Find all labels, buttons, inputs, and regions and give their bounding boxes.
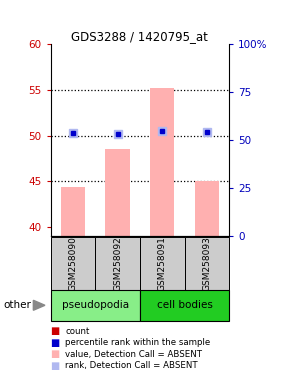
Bar [95,237,140,290]
Bar [51,237,95,290]
Text: ■: ■ [50,326,60,336]
Polygon shape [33,300,45,310]
Text: ■: ■ [50,361,60,371]
Text: GSM258093: GSM258093 [202,236,211,291]
Text: percentile rank within the sample: percentile rank within the sample [65,338,211,347]
Text: value, Detection Call = ABSENT: value, Detection Call = ABSENT [65,349,202,359]
Text: rank, Detection Call = ABSENT: rank, Detection Call = ABSENT [65,361,198,370]
Bar [105,149,130,236]
Text: pseudopodia: pseudopodia [62,300,129,310]
Bar [195,181,219,236]
Text: GSM258092: GSM258092 [113,236,122,291]
Text: ■: ■ [50,338,60,348]
Bar [51,290,140,321]
Title: GDS3288 / 1420795_at: GDS3288 / 1420795_at [72,30,208,43]
Text: GSM258090: GSM258090 [68,236,77,291]
Bar [140,237,184,290]
Bar [140,290,229,321]
Bar [61,187,85,236]
Text: ■: ■ [50,349,60,359]
Text: other: other [3,300,31,310]
Text: count: count [65,326,90,336]
Text: GSM258091: GSM258091 [158,236,167,291]
Text: cell bodies: cell bodies [157,300,213,310]
Bar [184,237,229,290]
Bar [150,88,175,236]
